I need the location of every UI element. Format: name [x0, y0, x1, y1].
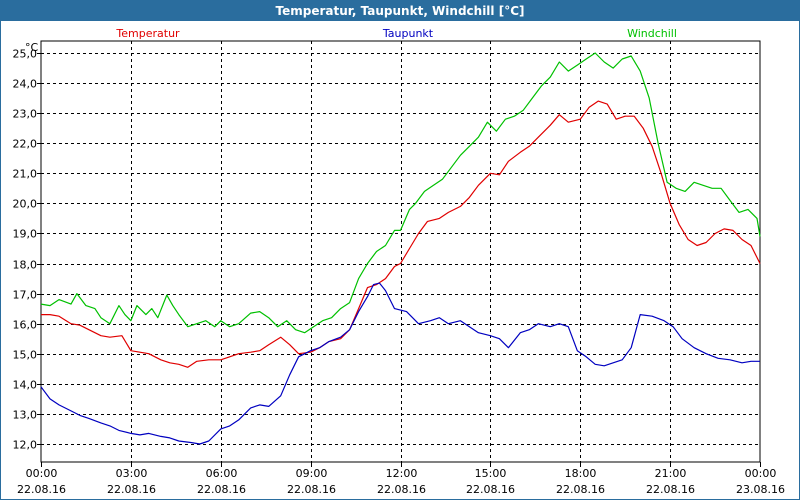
y-tick-label: 19,0	[13, 228, 38, 241]
y-tick-label: 21,0	[13, 168, 38, 181]
plot-border	[40, 40, 761, 463]
x-tick-date-label: 22.08.16	[197, 483, 246, 496]
legend-temperatur: Temperatur	[115, 27, 180, 40]
x-tick-date-label: 22.08.16	[466, 483, 515, 496]
y-tick-label: 12,0	[13, 439, 38, 452]
label-layer: 12,0 13,0 14,0 15,0 16,0 17,0 18,0 19,0 20,0 21,0…	[13, 27, 785, 496]
series-line-windchill	[40, 52, 761, 334]
series-line-temperatur	[41, 100, 761, 368]
x-tick-time-label: 03:00	[116, 467, 148, 480]
x-tick-time-label: 18:00	[565, 467, 597, 480]
x-tick-time-label: 09:00	[296, 467, 328, 480]
x-tick-time-label: 06:00	[206, 467, 238, 480]
x-tick-date-label: 22.08.16	[646, 483, 695, 496]
x-tick-date-label: 22.08.16	[17, 483, 66, 496]
y-tick-label: 24,0	[13, 78, 38, 91]
y-tick-label: 22,0	[13, 138, 38, 151]
y-tick-label: 18,0	[13, 259, 38, 272]
x-tick-time-label: 00:00	[745, 467, 777, 480]
x-tick-time-label: 21:00	[655, 467, 687, 480]
series-layer	[40, 52, 761, 445]
y-tick-label: 17,0	[13, 289, 38, 302]
x-tick-date-label: 22.08.16	[107, 483, 156, 496]
x-tick-date-label: 22.08.16	[556, 483, 605, 496]
x-tick-date-label: 22.08.16	[377, 483, 426, 496]
legend-windchill: Windchill	[627, 27, 677, 40]
y-tick-label: 14,0	[13, 379, 38, 392]
chart-title: Temperatur, Taupunkt, Windchill [°C]	[1, 1, 799, 21]
series-line-taupunkt	[40, 282, 760, 445]
grid-layer	[41, 41, 760, 462]
chart-svg: 12,0 13,0 14,0 15,0 16,0 17,0 18,0 19,0 20,0 21,0…	[13, 27, 785, 496]
x-tick-time-label: 15:00	[475, 467, 507, 480]
y-axis-label: °C	[25, 41, 39, 54]
y-tick-label: 13,0	[13, 409, 38, 422]
x-tick-date-label: 23.08.16	[736, 483, 785, 496]
x-tick-time-label: 12:00	[386, 467, 418, 480]
y-tick-label: 16,0	[13, 319, 38, 332]
axis-layer	[37, 40, 761, 467]
y-tick-label: 20,0	[13, 198, 38, 211]
x-tick-date-label: 22.08.16	[287, 483, 336, 496]
legend-taupunkt: Taupunkt	[382, 27, 434, 40]
y-tick-label: 23,0	[13, 108, 38, 121]
y-tick-label: 25,0	[13, 48, 38, 61]
x-tick-time-label: 00:00	[26, 467, 58, 480]
y-tick-label: 15,0	[13, 349, 38, 362]
